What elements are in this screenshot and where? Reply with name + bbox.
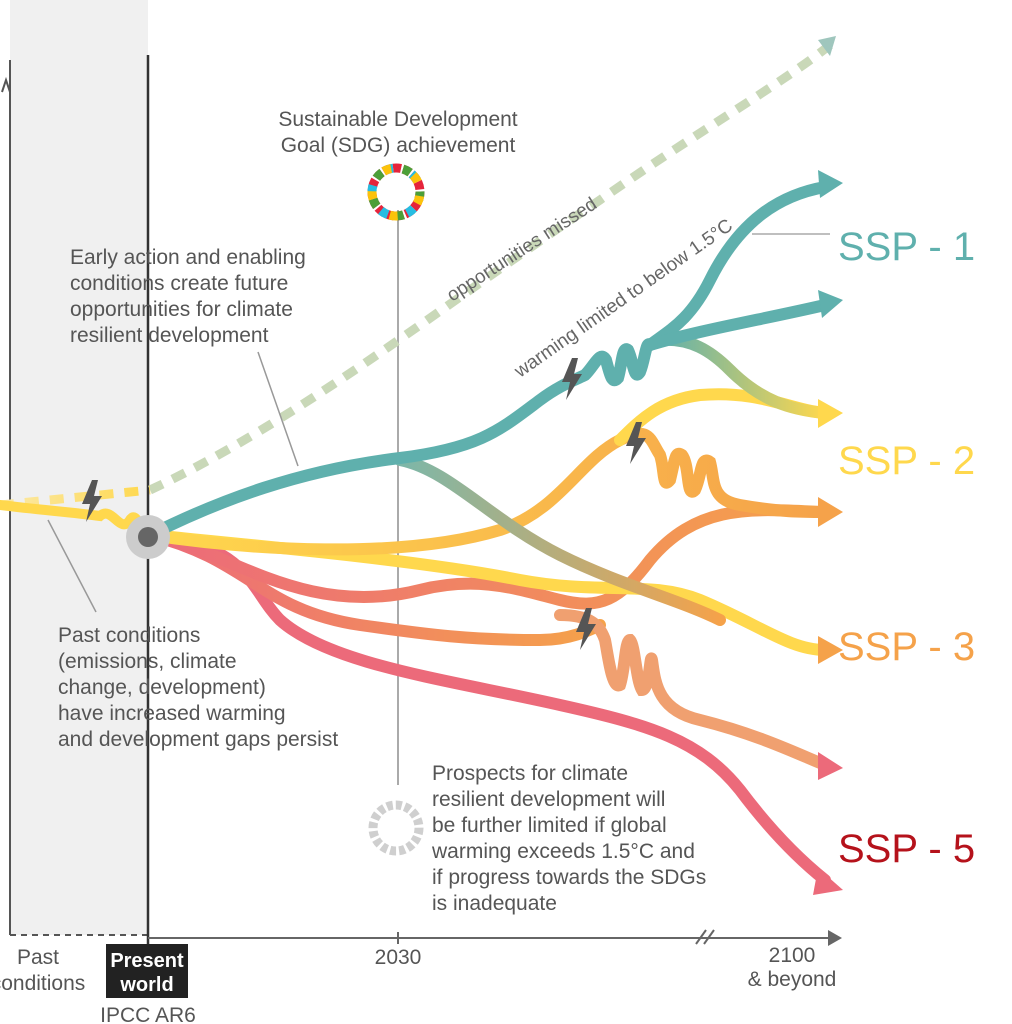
ssp3-label: SSP - 3 — [838, 625, 975, 669]
opportunities-missed-arrowhead — [818, 36, 836, 56]
axis-break-left — [695, 929, 707, 945]
lightning-icon-past — [82, 480, 102, 522]
axis-break-right — [703, 929, 715, 945]
axis-present-line2: world — [119, 974, 173, 996]
prospects-line3: be further limited if global — [432, 814, 667, 837]
teal-yellow-path — [654, 333, 831, 419]
past-conditions-band — [10, 0, 148, 935]
sdg-wheel-icon — [367, 163, 425, 221]
lightning-icon-ssp3 — [576, 608, 596, 650]
red-orange-path — [144, 529, 606, 647]
ssp1-label: SSP - 1 — [838, 225, 975, 269]
lightning-icon-ssp1 — [562, 358, 582, 400]
early-action-line4: resilient development — [70, 324, 269, 347]
ssp1-lower-arrowhead — [818, 290, 843, 318]
opportunities-missed-label: opportunities missed — [443, 194, 601, 307]
prospects-line2: resilient development will — [432, 788, 665, 811]
axis-past-line1: Past — [17, 946, 59, 969]
sdg-label-line2: Goal (SDG) achievement — [281, 134, 516, 157]
prospects-line5: if progress towards the SDGs — [432, 866, 706, 889]
prospects-line1: Prospects for climate — [432, 762, 628, 785]
lower-arrowhead — [818, 752, 843, 780]
past-conditions-line4: have increased warming — [58, 702, 286, 725]
ssp2-label: SSP - 2 — [838, 439, 975, 483]
early-action-line3: opportunities for climate — [70, 298, 293, 321]
early-action-leader — [257, 351, 299, 467]
axis-2030: 2030 — [375, 946, 422, 969]
axis-past-line2: conditions — [0, 972, 85, 995]
axis-2100-line2: & beyond — [748, 968, 837, 991]
past-conditions-line3: change, development) — [58, 676, 266, 699]
early-action-line2: conditions create future — [70, 272, 288, 295]
ssp2-wiggle-path — [144, 427, 831, 556]
prospects-line6: is inadequate — [432, 892, 557, 915]
up-arrow-icon — [1, 76, 11, 93]
axis-ipcc: IPCC AR6 — [100, 1004, 196, 1024]
past-conditions-line2: (emissions, climate — [58, 650, 237, 673]
lightning-icon-ssp2 — [626, 422, 646, 464]
ssp1-lower-path — [644, 299, 831, 351]
opportunities-missed-path — [148, 41, 833, 495]
inadequate-sdg-wheel-icon — [368, 800, 424, 856]
present-node — [138, 527, 158, 547]
past-dashed-path — [0, 485, 151, 510]
past-conditions-line5: and development gaps persist — [58, 728, 338, 751]
early-action-line1: Early action and enabling — [70, 246, 306, 269]
prospects-line4: warming exceeds 1.5°C and — [431, 840, 695, 863]
orange-wiggle-path — [554, 609, 831, 771]
axis-2100-line1: 2100 — [769, 944, 816, 967]
past-conditions-line1: Past conditions — [58, 624, 200, 647]
ssp5-label: SSP - 5 — [838, 827, 975, 871]
ssp3-lower-path — [144, 504, 831, 610]
yellow-upper-arrowhead — [818, 399, 843, 428]
present-world-badge — [106, 944, 188, 998]
ssp1-path — [144, 181, 831, 541]
ssp5-arrowhead — [813, 868, 843, 895]
ssp3-arrowhead — [818, 636, 843, 664]
axis-present-line1: Present — [110, 950, 184, 972]
teal-orange-branch — [394, 454, 726, 626]
sdg-label-line1: Sustainable Development — [278, 108, 517, 131]
time-axis-arrowhead — [828, 930, 842, 946]
ssp1-upper-arrowhead — [818, 170, 843, 198]
past-conditions-leader — [47, 519, 97, 613]
ssp2-arrowhead — [818, 497, 843, 527]
